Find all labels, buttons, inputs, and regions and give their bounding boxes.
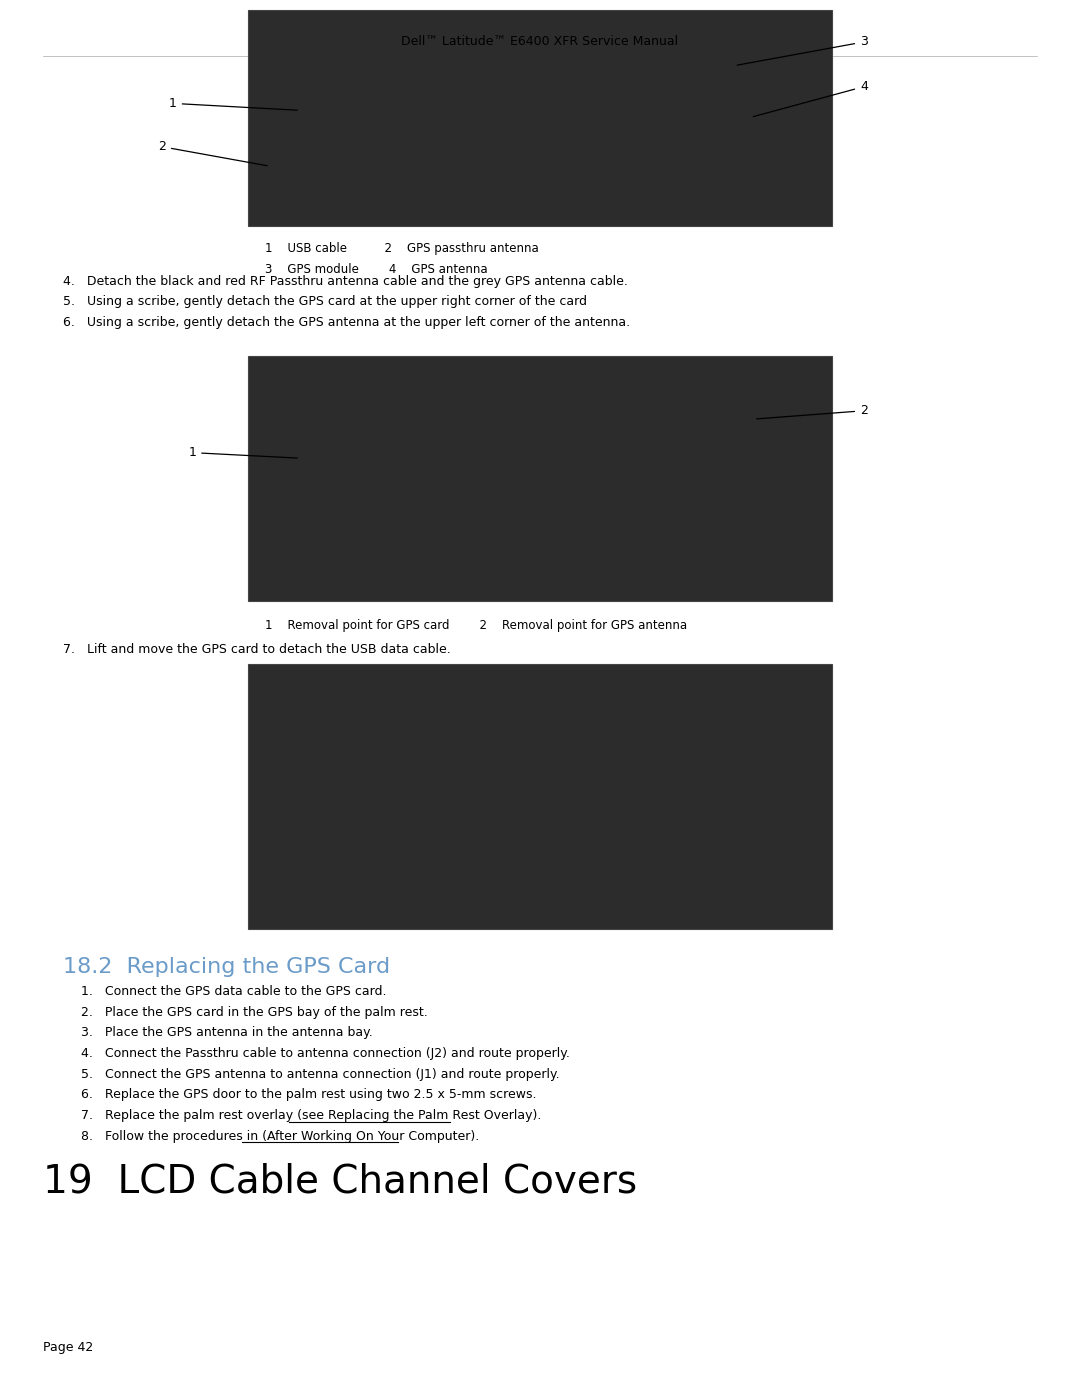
Text: 6.   Using a scribe, gently detach the GPS antenna at the upper left corner of t: 6. Using a scribe, gently detach the GPS… xyxy=(63,316,630,328)
Text: 5.   Connect the GPS antenna to antenna connection (J1) and route properly.: 5. Connect the GPS antenna to antenna co… xyxy=(81,1067,559,1081)
Text: Page 42: Page 42 xyxy=(43,1341,94,1354)
Text: 1.   Connect the GPS data cable to the GPS card.: 1. Connect the GPS data cable to the GPS… xyxy=(81,985,387,997)
Text: 3    GPS module        4    GPS antenna: 3 GPS module 4 GPS antenna xyxy=(265,263,487,275)
Text: 5.   Using a scribe, gently detach the GPS card at the upper right corner of the: 5. Using a scribe, gently detach the GPS… xyxy=(63,295,586,309)
Text: 7.   Lift and move the GPS card to detach the USB data cable.: 7. Lift and move the GPS card to detach … xyxy=(63,643,450,655)
Text: 3: 3 xyxy=(738,35,868,66)
Text: 2: 2 xyxy=(158,140,267,166)
Bar xyxy=(248,10,832,226)
Text: 7.   Replace the palm rest overlay (see Replacing the Palm Rest Overlay).: 7. Replace the palm rest overlay (see Re… xyxy=(81,1109,541,1122)
Text: 18.2  Replacing the GPS Card: 18.2 Replacing the GPS Card xyxy=(63,957,390,977)
Text: 2: 2 xyxy=(757,404,868,419)
Text: 1: 1 xyxy=(188,446,297,460)
Text: 4.   Connect the Passthru cable to antenna connection (J2) and route properly.: 4. Connect the Passthru cable to antenna… xyxy=(81,1046,570,1060)
Bar xyxy=(248,356,832,601)
Bar xyxy=(248,664,832,929)
Text: 6.   Replace the GPS door to the palm rest using two 2.5 x 5-mm screws.: 6. Replace the GPS door to the palm rest… xyxy=(81,1088,537,1101)
Text: 1    USB cable          2    GPS passthru antenna: 1 USB cable 2 GPS passthru antenna xyxy=(265,242,538,254)
Text: Dell™ Latitude™ E6400 XFR Service Manual: Dell™ Latitude™ E6400 XFR Service Manual xyxy=(402,35,678,49)
Text: 4: 4 xyxy=(753,80,868,116)
Text: 1: 1 xyxy=(168,96,297,110)
Text: 19  LCD Cable Channel Covers: 19 LCD Cable Channel Covers xyxy=(43,1162,637,1200)
Text: 4.   Detach the black and red RF Passthru antenna cable and the grey GPS antenna: 4. Detach the black and red RF Passthru … xyxy=(63,275,627,288)
Text: 2.   Place the GPS card in the GPS bay of the palm rest.: 2. Place the GPS card in the GPS bay of … xyxy=(81,1006,428,1018)
Text: 1    Removal point for GPS card        2    Removal point for GPS antenna: 1 Removal point for GPS card 2 Removal p… xyxy=(265,619,687,631)
Text: 3.   Place the GPS antenna in the antenna bay.: 3. Place the GPS antenna in the antenna … xyxy=(81,1027,373,1039)
Text: 8.   Follow the procedures in (After Working On Your Computer).: 8. Follow the procedures in (After Worki… xyxy=(81,1130,480,1143)
